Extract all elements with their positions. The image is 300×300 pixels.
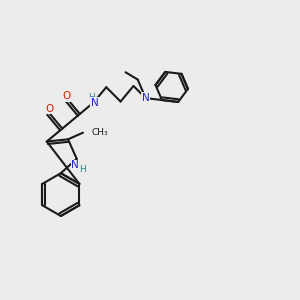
Text: H: H [88,93,95,102]
Text: H: H [79,165,86,174]
Text: CH₃: CH₃ [91,128,108,137]
Text: N: N [142,93,149,103]
Text: O: O [45,103,53,114]
Text: O: O [63,92,71,101]
Text: N: N [91,98,99,108]
Text: N: N [71,160,79,170]
